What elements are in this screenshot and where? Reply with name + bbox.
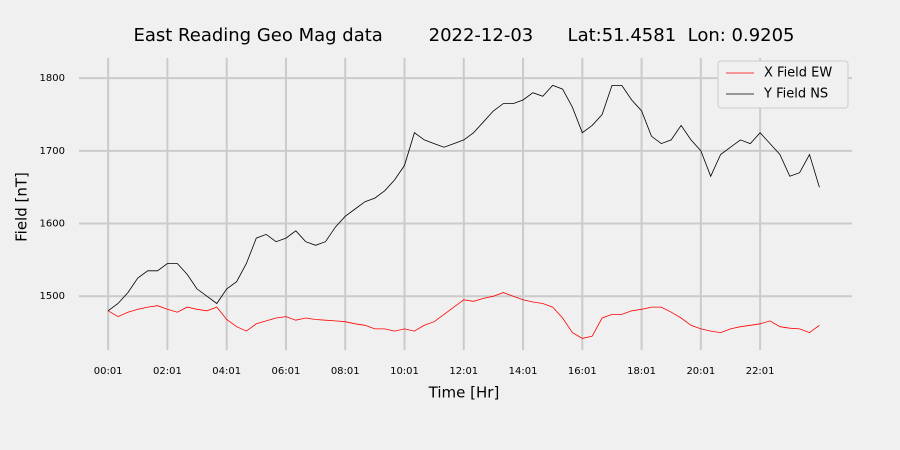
x-tick-label: 14:01 — [509, 366, 538, 377]
y-tick-label: 1500 — [40, 291, 65, 302]
data-line — [107, 84, 820, 312]
x-tick-label: 08:01 — [331, 366, 360, 377]
chart-title: East Reading Geo Mag data 2022-12-03 Lat… — [133, 25, 794, 46]
data-line — [107, 292, 820, 339]
x-tick-label: 16:01 — [568, 366, 597, 377]
x-tick-label: 02:01 — [153, 366, 182, 377]
x-tick-label: 18:01 — [627, 366, 656, 377]
y-tick-label: 1700 — [40, 146, 65, 157]
x-tick-label: 06:01 — [272, 366, 301, 377]
x-tick-label: 04:01 — [212, 366, 241, 377]
x-tick-label: 12:01 — [449, 366, 478, 377]
y-axis-label: Field [nT] — [13, 172, 31, 242]
legend-label: X Field EW — [764, 66, 832, 81]
legend-label: Y Field NS — [763, 87, 828, 102]
x-axis-label: Time [Hr] — [428, 384, 500, 402]
x-tick-label: 22:01 — [746, 366, 775, 377]
y-tick-label: 1800 — [40, 73, 65, 84]
x-tick-label: 10:01 — [390, 366, 419, 377]
y-tick-label: 1600 — [40, 219, 65, 230]
x-tick-label: 20:01 — [686, 366, 715, 377]
legend: X Field EW Y Field NS — [717, 60, 849, 109]
x-tick-label: 00:01 — [94, 366, 123, 377]
